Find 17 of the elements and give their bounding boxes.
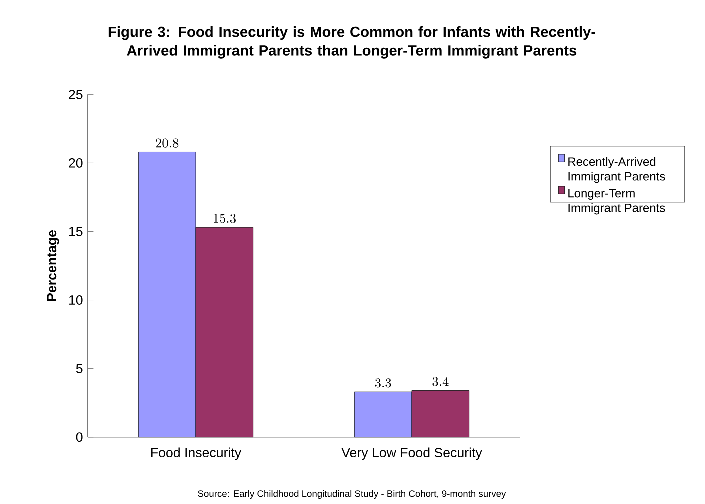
- data-label: 15.3: [214, 214, 236, 224]
- y-axis-title: Percentage: [47, 230, 60, 302]
- legend-label: Longer-Term Immigrant Parents: [568, 189, 666, 215]
- legend-label: Recently-Arrived Immigrant Parents: [568, 157, 666, 184]
- y-tick-label: 20: [69, 158, 83, 168]
- chart-title: Figure 3: Food Insecurity is More Common for Infants with Recently-Arrived Immigrant Parents than Longer-Term Immigrant Parents: [108, 26, 596, 59]
- source-note: Source: Early Childhood Longitudinal Study - Birth Cohort, 9-month survey: [198, 490, 506, 500]
- x-tick-label: Food Insecurity: [152, 448, 242, 460]
- x-tick-label: Very Low Food Security: [342, 448, 482, 460]
- y-tick-label: 5: [76, 364, 83, 374]
- y-tick-label: 10: [69, 296, 83, 305]
- y-tick-label: 25: [69, 90, 83, 100]
- data-label: 3.4: [432, 377, 449, 386]
- y-tick-label: 0: [76, 432, 83, 442]
- data-label: 3.3: [375, 378, 392, 388]
- data-label: 20.8: [156, 138, 179, 148]
- y-tick-label: 15: [69, 227, 83, 236]
